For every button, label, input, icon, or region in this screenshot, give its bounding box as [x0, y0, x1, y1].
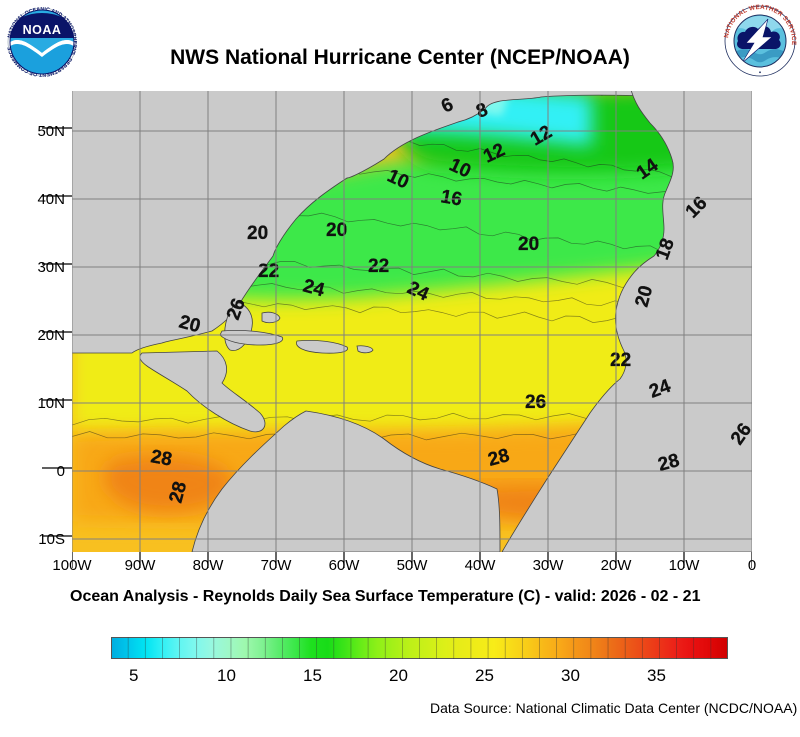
- svg-text:NOAA: NOAA: [23, 23, 62, 37]
